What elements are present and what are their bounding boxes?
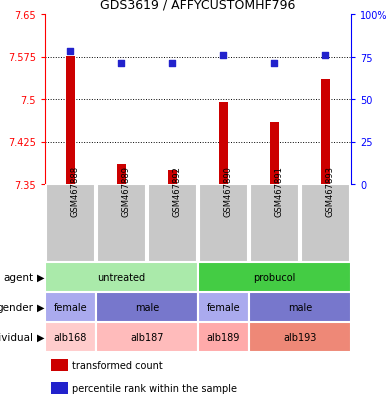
Bar: [249, 322, 351, 352]
Text: ▶: ▶: [37, 302, 45, 312]
Bar: [46, 185, 95, 262]
Bar: [96, 322, 198, 352]
Text: GSM467891: GSM467891: [275, 165, 284, 216]
Text: untreated: untreated: [98, 272, 145, 282]
Bar: [51, 382, 68, 394]
Text: female: female: [207, 302, 240, 312]
Bar: [250, 185, 299, 262]
Text: GSM467890: GSM467890: [223, 165, 232, 216]
Text: agent: agent: [3, 272, 33, 282]
Text: percentile rank within the sample: percentile rank within the sample: [73, 383, 238, 393]
Bar: [198, 262, 351, 292]
Bar: [199, 185, 248, 262]
Bar: [198, 322, 249, 352]
Bar: [117, 165, 126, 185]
Point: [220, 52, 227, 59]
Text: GSM467888: GSM467888: [70, 165, 79, 216]
Bar: [301, 185, 350, 262]
Text: gender: gender: [0, 302, 33, 312]
Bar: [270, 122, 279, 185]
Bar: [51, 359, 68, 371]
Bar: [249, 292, 351, 322]
Bar: [148, 185, 197, 262]
Text: male: male: [135, 302, 159, 312]
Title: GDS3619 / AFFYCUSTOMHF796: GDS3619 / AFFYCUSTOMHF796: [100, 0, 296, 11]
Bar: [219, 102, 228, 185]
Text: female: female: [53, 302, 87, 312]
Text: GSM467893: GSM467893: [326, 165, 335, 216]
Bar: [45, 292, 96, 322]
Bar: [97, 185, 146, 262]
Text: GSM467889: GSM467889: [121, 165, 130, 216]
Bar: [198, 292, 249, 322]
Text: ▶: ▶: [37, 332, 45, 342]
Text: alb187: alb187: [130, 332, 164, 342]
Text: transformed count: transformed count: [73, 360, 163, 370]
Text: alb189: alb189: [207, 332, 240, 342]
Bar: [45, 262, 198, 292]
Text: individual: individual: [0, 332, 33, 342]
Point: [323, 52, 329, 59]
Bar: [45, 322, 96, 352]
Bar: [168, 171, 177, 185]
Bar: [321, 80, 330, 185]
Text: male: male: [288, 302, 312, 312]
Point: [169, 61, 176, 67]
Point: [67, 49, 73, 56]
Bar: [66, 57, 75, 185]
Text: ▶: ▶: [37, 272, 45, 282]
Point: [118, 61, 124, 67]
Text: probucol: probucol: [253, 272, 296, 282]
Text: alb193: alb193: [283, 332, 317, 342]
Bar: [96, 292, 198, 322]
Text: alb168: alb168: [54, 332, 87, 342]
Text: GSM467892: GSM467892: [172, 165, 181, 216]
Point: [271, 61, 278, 67]
